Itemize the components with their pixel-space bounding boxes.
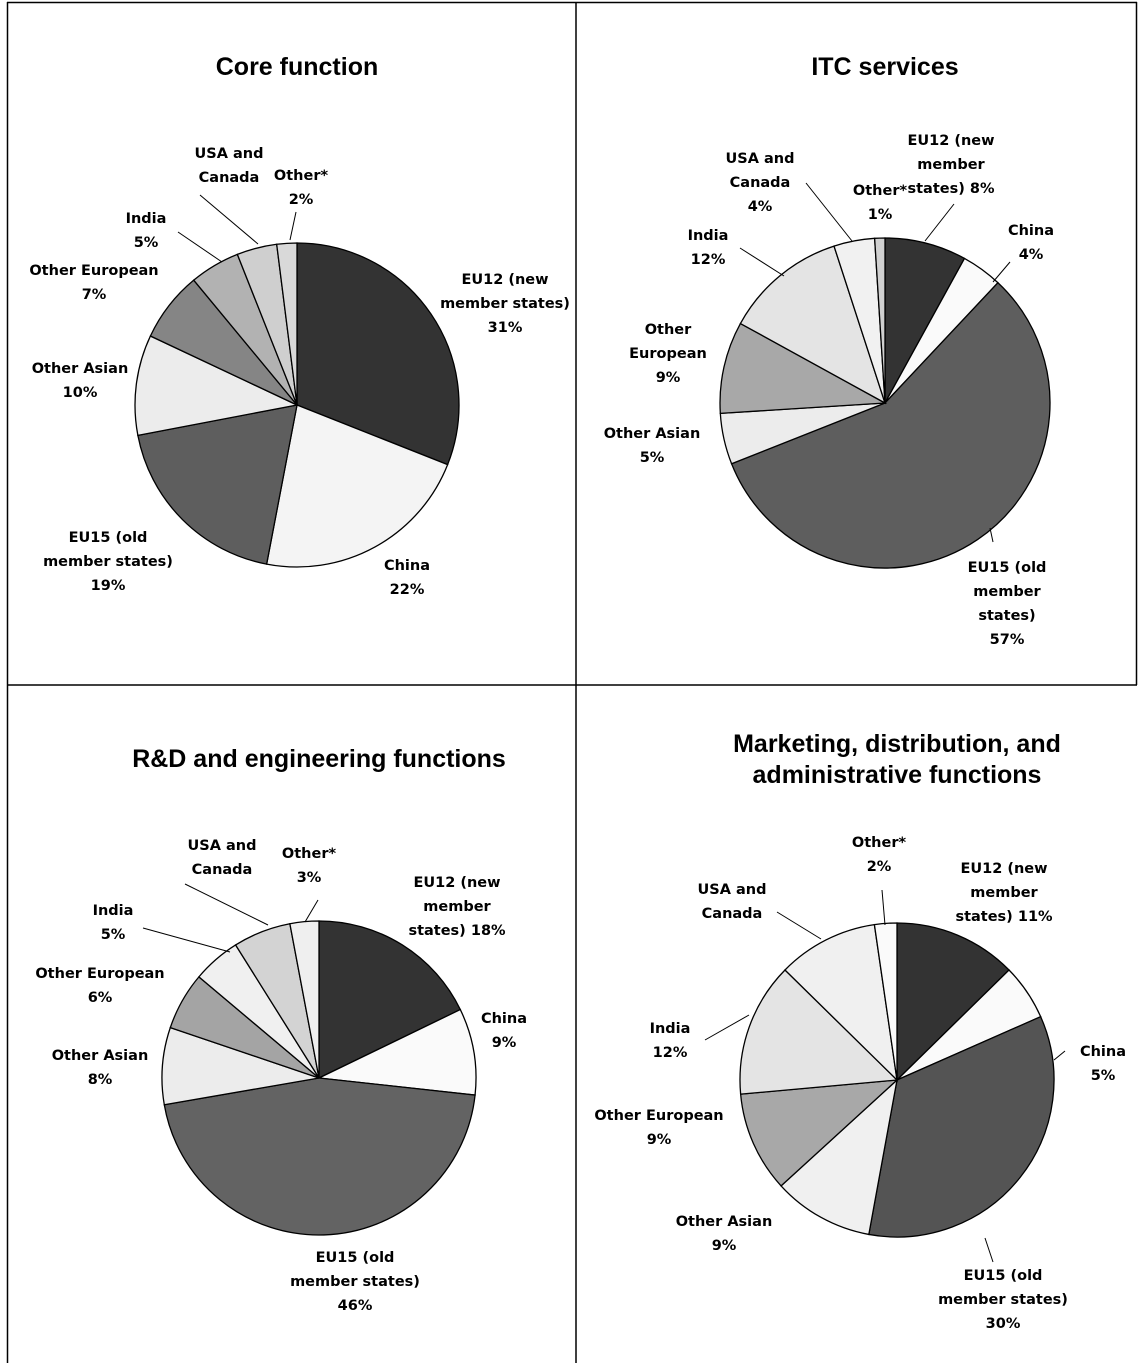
pie-slice-eu15-old-member-states — [163, 1077, 476, 1236]
pie-slice-eu15-old-member-states — [730, 281, 1051, 569]
leader-line-eu15-old-member-states — [989, 527, 994, 543]
slice-label-other-european: Other European 9% — [629, 322, 707, 386]
pie-chart-3: R&D and engineering functions EU12 (new me… — [35, 745, 527, 1314]
leader-line-india — [739, 247, 785, 277]
pie-chart-1: Core function EU12 (new member states) 31% C… — [29, 53, 570, 598]
pie-slice-other-asian — [780, 1078, 898, 1236]
pie-slice-india — [739, 245, 887, 405]
slice-label-other: Other* 2% — [274, 168, 329, 208]
pie-slice-china — [265, 404, 449, 568]
slice-label-china: China 4% — [1008, 223, 1054, 263]
leader-line-china — [992, 261, 1011, 283]
leader-line-other — [289, 211, 297, 241]
pie-slice-other — [873, 237, 886, 404]
chart-title: Core function — [216, 53, 379, 81]
slice-label-other-european: Other European 6% — [35, 966, 164, 1006]
slice-label-eu12-new-member-states: EU12 (new member states) 31% — [440, 272, 570, 336]
pie-slice-other-asian — [134, 335, 300, 437]
leader-line-usa-and-canada — [805, 182, 853, 242]
leader-line-eu12-new-member-states — [924, 203, 955, 242]
slice-label-usa-and-canada: USA and Canada 4% — [726, 151, 795, 215]
slice-label-china: China 5% — [1080, 1044, 1126, 1084]
pie-slice-other-european — [719, 322, 888, 415]
slice-label-eu15-old-member-states: EU15 (old member states) 30% — [938, 1268, 1068, 1332]
pie-slice-eu15-old-member-states — [137, 404, 298, 565]
slice-label-other: Other* 3% — [282, 846, 337, 886]
slice-label-eu12-new-member-states: EU12 (new member states) 18% — [408, 875, 506, 939]
leader-line-usa-and-canada — [776, 911, 822, 940]
pie-slice-other — [275, 242, 298, 406]
pie-chart-2: ITC services EU12 (new member states) 8% Chi… — [604, 53, 1054, 648]
slice-label-india: India 5% — [93, 903, 134, 943]
chart-title: administrative functions — [753, 761, 1042, 789]
leader-line-other — [304, 899, 319, 923]
slice-label-china: China 9% — [481, 1011, 527, 1051]
leader-line-usa-and-canada — [199, 194, 259, 245]
leader-line-india — [704, 1014, 750, 1041]
leader-line-india — [142, 927, 231, 953]
pie-slice-eu12-new-member-states — [318, 920, 462, 1080]
slice-label-other-asian: Other Asian 8% — [52, 1048, 149, 1088]
slice-label-eu12-new-member-states: EU12 (new member states) 11% — [955, 861, 1053, 925]
slice-label-usa-and-canada: USA and Canada — [188, 838, 257, 878]
leader-line-india — [177, 231, 223, 263]
slice-label-usa-and-canada: USA and Canada — [195, 146, 264, 186]
pie-slice-eu12-new-member-states — [296, 242, 460, 466]
pie-slice-eu12-new-member-states — [896, 922, 1010, 1082]
slice-label-other-asian: Other Asian 10% — [32, 361, 129, 401]
pie-chart-4: Marketing, distribution, and administrati… — [594, 730, 1126, 1332]
slice-label-china: China 22% — [384, 558, 430, 598]
slice-label-other: Other* 1% — [853, 183, 908, 223]
slice-label-eu15-old-member-states: EU15 (old member states) 57% — [968, 560, 1047, 648]
slice-label-india: India 12% — [688, 228, 729, 268]
pie-slice-eu15-old-member-states — [868, 1015, 1055, 1238]
pie-slice-india — [739, 969, 899, 1095]
slice-label-other-asian: Other Asian 5% — [604, 426, 701, 466]
leader-line-eu15-old-member-states — [984, 1237, 994, 1263]
chart-title: ITC services — [811, 53, 958, 81]
slice-label-india: India 12% — [650, 1021, 691, 1061]
slice-label-other: Other* 2% — [852, 835, 907, 875]
slice-label-other-european: Other European 7% — [29, 263, 158, 303]
pie-slice-usa-and-canada — [784, 923, 898, 1082]
leader-line-china — [1053, 1050, 1066, 1061]
pie-slice-other — [873, 922, 898, 1081]
slice-label-eu15-old-member-states: EU15 (old member states) 46% — [290, 1250, 420, 1314]
pie-slice-china — [316, 1008, 477, 1096]
chart-title: Marketing, distribution, and — [733, 730, 1061, 758]
chart-title: R&D and engineering functions — [132, 745, 506, 773]
pie-slice-other-european — [739, 1079, 899, 1187]
slice-label-usa-and-canada: USA and Canada — [698, 882, 767, 922]
slice-label-india: India 5% — [126, 211, 167, 251]
slice-label-other-european: Other European 9% — [594, 1108, 723, 1148]
slice-label-eu15-old-member-states: EU15 (old member states) 19% — [43, 530, 173, 594]
slice-label-other-asian: Other Asian 9% — [676, 1214, 773, 1254]
leader-line-other — [881, 889, 886, 926]
pie-slice-other — [289, 920, 320, 1079]
slice-label-eu12-new-member-states: EU12 (new member states) 8% — [907, 133, 995, 197]
leader-line-usa-and-canada — [184, 883, 269, 926]
